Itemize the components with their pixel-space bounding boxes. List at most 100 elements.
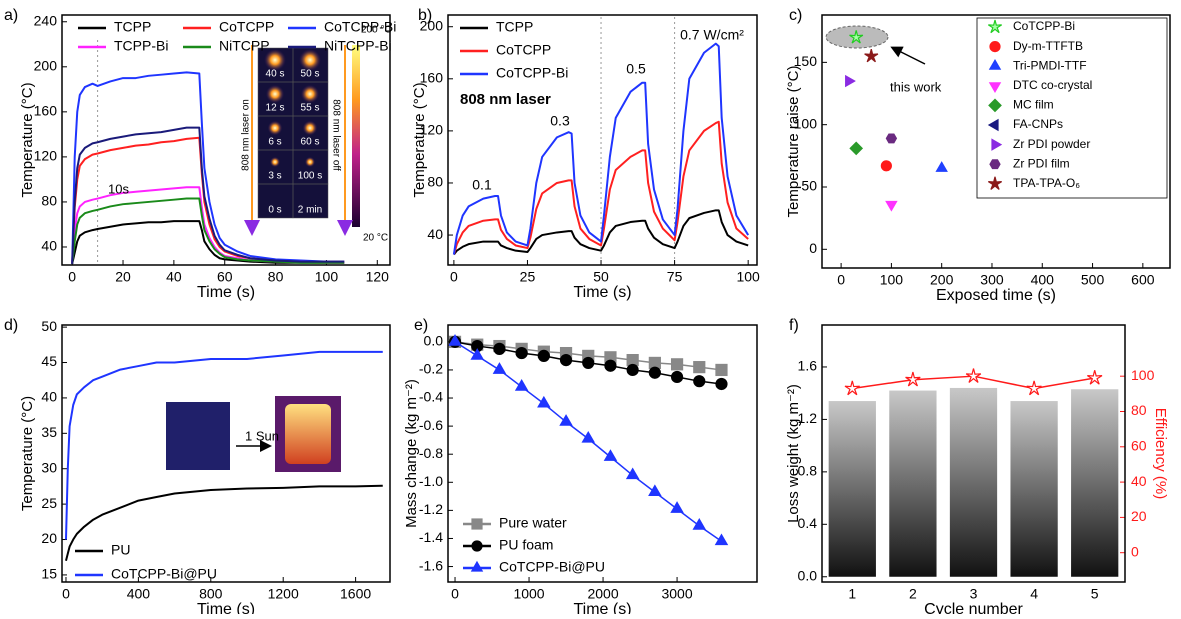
panel-label: f) <box>789 317 799 334</box>
annotation: 1 Sun <box>245 428 279 443</box>
y2-tick-label: 60 <box>1131 437 1147 453</box>
marker <box>715 377 728 391</box>
x-tick-label: 1200 <box>268 586 299 602</box>
marker <box>988 82 1002 94</box>
legend-label: Pure water <box>499 515 567 531</box>
marker <box>988 176 1002 190</box>
x-tick-label: 1600 <box>340 586 371 602</box>
x-tick-label: 0 <box>62 586 70 602</box>
x-tick-label: 4 <box>1030 586 1038 602</box>
x-tick-label: 300 <box>980 272 1004 288</box>
legend-label: TCPP <box>114 19 151 35</box>
x-tick-label: 1000 <box>513 586 544 602</box>
y-axis-label: Temperature (°C) <box>19 396 36 511</box>
x-tick-label: 600 <box>1131 272 1155 288</box>
x-tick-label: 0 <box>451 586 459 602</box>
legend-box <box>976 17 1168 199</box>
series-line <box>453 209 749 256</box>
y-tick-label: 40 <box>427 226 443 242</box>
marker <box>625 467 640 480</box>
marker <box>965 368 982 383</box>
y-tick-label: 45 <box>41 353 57 369</box>
x-tick-label: 2000 <box>587 586 618 602</box>
annotation: 12 s <box>266 103 285 114</box>
y-tick-label: -1.4 <box>419 529 443 545</box>
hot-spot <box>300 84 320 104</box>
x-tick-label: 400 <box>127 586 151 602</box>
marker <box>991 138 1003 151</box>
annotation: 0.1 <box>472 177 492 193</box>
annotation: 55 s <box>301 103 320 114</box>
y-tick-label: 160 <box>420 70 444 86</box>
legend-label: TCPP <box>496 19 533 35</box>
y-tick-label: 0.0 <box>424 333 444 349</box>
marker <box>1026 380 1042 396</box>
x-tick-label: 80 <box>268 269 284 285</box>
legend-label: NiTCPP <box>219 38 270 54</box>
plot-frame <box>447 324 758 583</box>
marker <box>493 342 506 355</box>
x-tick-label: 0 <box>837 272 845 288</box>
series-line <box>71 126 345 264</box>
series-line <box>65 484 383 562</box>
series-line <box>71 220 345 265</box>
hot-spot <box>267 120 283 136</box>
panel-label: c) <box>789 7 802 24</box>
y-tick-label: 20 <box>41 530 57 546</box>
y2-axis-label: Efficiency (%) <box>1152 408 1169 499</box>
plot-frame <box>821 324 1126 583</box>
annotation: 40 s <box>266 69 285 80</box>
x-tick-label: 100 <box>736 269 760 285</box>
series-line <box>71 71 345 264</box>
y-tick-label: 120 <box>34 148 58 164</box>
hot-spot <box>265 84 285 104</box>
annotation: 0 s <box>268 205 281 216</box>
inset-cell <box>292 183 329 219</box>
x-tick-label: 5 <box>1091 586 1099 602</box>
legend-label: CoTCPP-Bi <box>1013 19 1075 33</box>
legend-label: FA-CNPs <box>1013 117 1063 131</box>
y-tick-label: 200 <box>420 17 444 33</box>
x-tick-label: 120 <box>366 269 390 285</box>
legend-label: PU <box>111 542 130 558</box>
marker <box>988 98 1002 113</box>
legend-label: CoTCPP <box>219 19 274 35</box>
annotation: 2 min <box>298 205 322 216</box>
y2-tick-label: 20 <box>1131 508 1147 524</box>
legend-label: Zr PDI powder <box>1013 137 1090 151</box>
y-tick-label: 120 <box>420 122 444 138</box>
marker <box>1087 370 1103 385</box>
y-tick-label: -1.6 <box>419 557 443 573</box>
x-tick-label: 20 <box>115 269 131 285</box>
hot-spot <box>264 49 286 71</box>
annotation: 6 s <box>268 137 281 148</box>
panel-label: d) <box>4 317 18 334</box>
legend-label: DTC co-crystal <box>1013 78 1092 92</box>
legend-label: Tri-PMDI-TTF <box>1013 58 1087 72</box>
x-tick-label: 3000 <box>661 586 692 602</box>
series-line <box>452 42 750 255</box>
y-tick-label: 25 <box>41 495 57 511</box>
marker <box>714 533 729 546</box>
annotation: 20 °C <box>363 233 388 244</box>
annotation: 50 s <box>301 69 320 80</box>
marker <box>715 363 728 377</box>
legend-label: CoTCPP-Bi <box>324 19 396 35</box>
legend-label: CoTCPP <box>496 42 551 58</box>
legend-label: PU foam <box>499 537 553 553</box>
series-line <box>64 350 383 540</box>
marker <box>470 560 484 572</box>
arrow <box>890 46 926 65</box>
x-tick-label: 75 <box>667 269 683 285</box>
marker <box>988 19 1002 34</box>
y-tick-label: -0.6 <box>419 417 443 433</box>
x-axis-label: Exposed time (s) <box>936 287 1056 304</box>
marker <box>581 430 596 443</box>
annotation: 808 nm laser off <box>330 99 341 171</box>
y-tick-label: 150 <box>794 53 818 69</box>
inset-image <box>285 404 331 464</box>
x-tick-label: 40 <box>166 269 182 285</box>
x-tick-label: 500 <box>1081 272 1105 288</box>
marker <box>470 348 484 360</box>
